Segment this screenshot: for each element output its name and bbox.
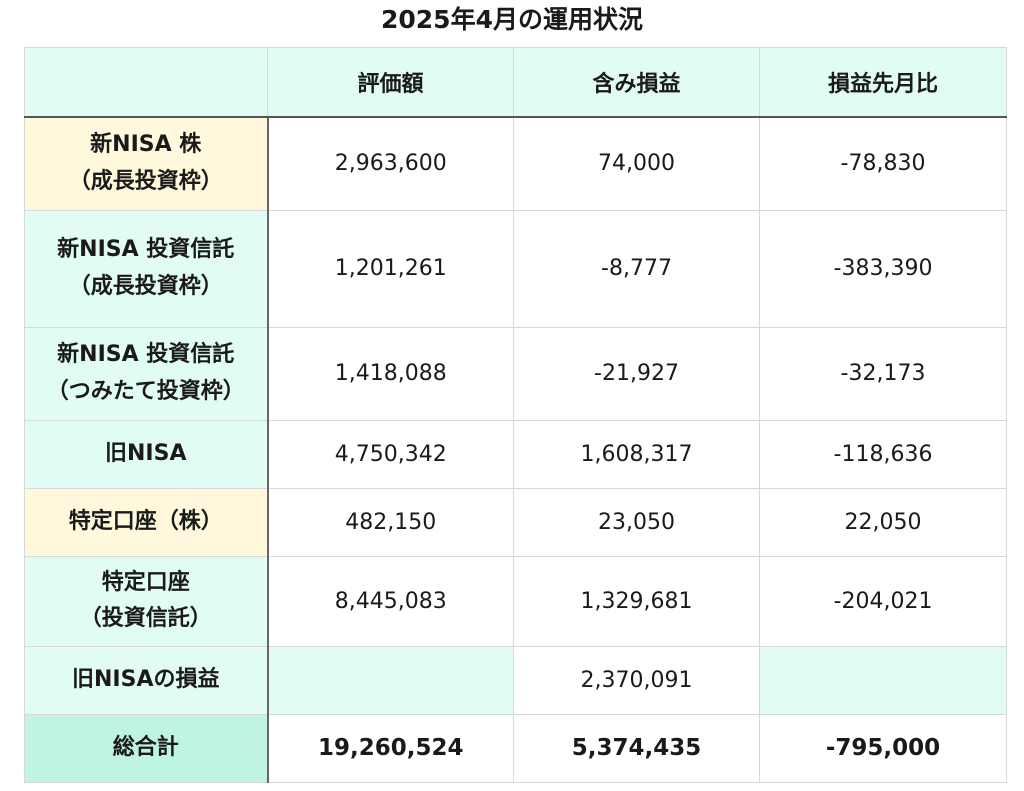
- header-row: 評価額 含み損益 損益先月比: [24, 47, 1007, 118]
- unrealized-pl-cell: -8,777: [513, 209, 760, 328]
- valuation-cell: 1,201,261: [267, 209, 514, 328]
- row-label-line1: 特定口座（株）: [68, 508, 223, 534]
- page-title: 2025年4月の運用状況: [381, 5, 643, 34]
- row-label-line1: 新NISA 投資信託: [57, 342, 235, 368]
- row-label: 新NISA 投資信託 （つみたて投資枠）: [24, 326, 269, 421]
- unrealized-pl-cell: 1,329,681: [513, 555, 760, 647]
- header-unrealized-pl: 含み損益: [513, 47, 760, 118]
- row-label: 新NISA 投資信託 （成長投資枠）: [24, 209, 269, 328]
- valuation-cell: 1,418,088: [267, 326, 514, 421]
- row-label-line1: 旧NISA: [105, 440, 187, 466]
- table-row: 特定口座 （投資信託） 8,445,083 1,329,681 -204,021: [24, 555, 1007, 647]
- valuation-cell: [267, 645, 514, 715]
- valuation-cell: 482,150: [267, 487, 514, 557]
- row-label-line1: 旧NISAの損益: [72, 666, 220, 692]
- row-label: 特定口座（株）: [24, 487, 269, 557]
- total-unrealized-pl: 5,374,435: [513, 713, 760, 783]
- unrealized-pl-cell: -21,927: [513, 326, 760, 421]
- header-corner-cell: [24, 47, 268, 118]
- row-label-line2: （成長投資枠）: [68, 273, 223, 299]
- unrealized-pl-cell: 2,370,091: [513, 645, 760, 715]
- valuation-cell: 2,963,600: [267, 116, 514, 211]
- portfolio-table: 評価額 含み損益 損益先月比 新NISA 株 （成長投資枠） 2,963,600…: [24, 47, 1007, 783]
- row-label-line1: 特定口座: [101, 569, 190, 595]
- header-mom-change: 損益先月比: [759, 47, 1007, 118]
- mom-change-cell: -32,173: [759, 326, 1007, 421]
- table-row: 新NISA 株 （成長投資枠） 2,963,600 74,000 -78,830: [24, 116, 1007, 211]
- valuation-cell: 4,750,342: [267, 419, 514, 489]
- row-label-line2: （投資信託）: [79, 606, 212, 631]
- mom-change-cell: -383,390: [759, 209, 1007, 328]
- row-label: 特定口座 （投資信託）: [24, 555, 269, 647]
- mom-change-cell: 22,050: [759, 487, 1007, 557]
- table-row: 特定口座（株） 482,150 23,050 22,050: [24, 487, 1007, 557]
- row-label-line2: （成長投資枠）: [68, 168, 223, 194]
- unrealized-pl-cell: 74,000: [513, 116, 760, 211]
- table-row: 旧NISA 4,750,342 1,608,317 -118,636: [24, 419, 1007, 489]
- row-label: 新NISA 株 （成長投資枠）: [24, 116, 269, 211]
- total-label: 総合計: [24, 713, 269, 783]
- table-row: 新NISA 投資信託 （つみたて投資枠） 1,418,088 -21,927 -…: [24, 326, 1007, 421]
- total-mom-change: -795,000: [759, 713, 1007, 783]
- total-valuation: 19,260,524: [267, 713, 514, 783]
- row-label-line2: （つみたて投資枠）: [46, 378, 245, 404]
- row-label-line1: 新NISA 株: [90, 132, 202, 158]
- mom-change-cell: -118,636: [759, 419, 1007, 489]
- unrealized-pl-cell: 23,050: [513, 487, 760, 557]
- row-label: 旧NISAの損益: [24, 645, 269, 715]
- mom-change-cell: -78,830: [759, 116, 1007, 211]
- row-label-line1: 新NISA 投資信託: [57, 237, 235, 263]
- mom-change-cell: [759, 645, 1007, 715]
- row-label: 旧NISA: [24, 419, 269, 489]
- table-row: 旧NISAの損益 2,370,091: [24, 645, 1007, 715]
- total-row: 総合計 19,260,524 5,374,435 -795,000: [24, 713, 1007, 783]
- mom-change-cell: -204,021: [759, 555, 1007, 647]
- table-row: 新NISA 投資信託 （成長投資枠） 1,201,261 -8,777 -383…: [24, 209, 1007, 328]
- valuation-cell: 8,445,083: [267, 555, 514, 647]
- header-valuation: 評価額: [267, 47, 514, 118]
- unrealized-pl-cell: 1,608,317: [513, 419, 760, 489]
